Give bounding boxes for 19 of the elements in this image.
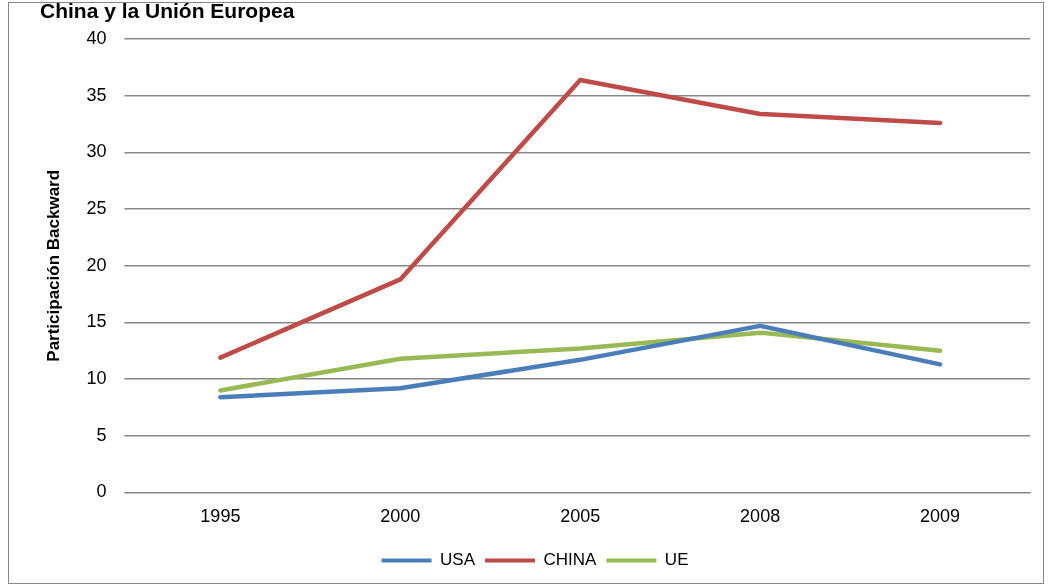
x-tick-label: 1995: [200, 506, 241, 527]
legend-label: USA: [440, 550, 476, 570]
y-tick-label: 5: [96, 424, 107, 445]
y-tick-label: 35: [86, 84, 107, 105]
y-tick-label: 40: [86, 28, 107, 49]
x-tick-label: 2009: [920, 506, 961, 527]
y-tick-label: 0: [96, 481, 107, 502]
y-tick-label: 25: [86, 198, 107, 219]
y-tick-label: 30: [86, 141, 107, 162]
legend-label: UE: [664, 550, 689, 570]
x-tick-label: 2008: [740, 506, 781, 527]
x-tick-label: 2000: [380, 506, 421, 527]
chart-title: China y la Unión Europea: [40, 0, 295, 23]
y-axis-title: Participación Backward: [43, 169, 63, 362]
y-tick-label: 15: [86, 311, 107, 332]
legend-label: CHINA: [543, 550, 598, 570]
x-tick-label: 2005: [560, 506, 601, 527]
y-tick-label: 10: [86, 368, 107, 389]
y-tick-label: 20: [86, 254, 107, 275]
